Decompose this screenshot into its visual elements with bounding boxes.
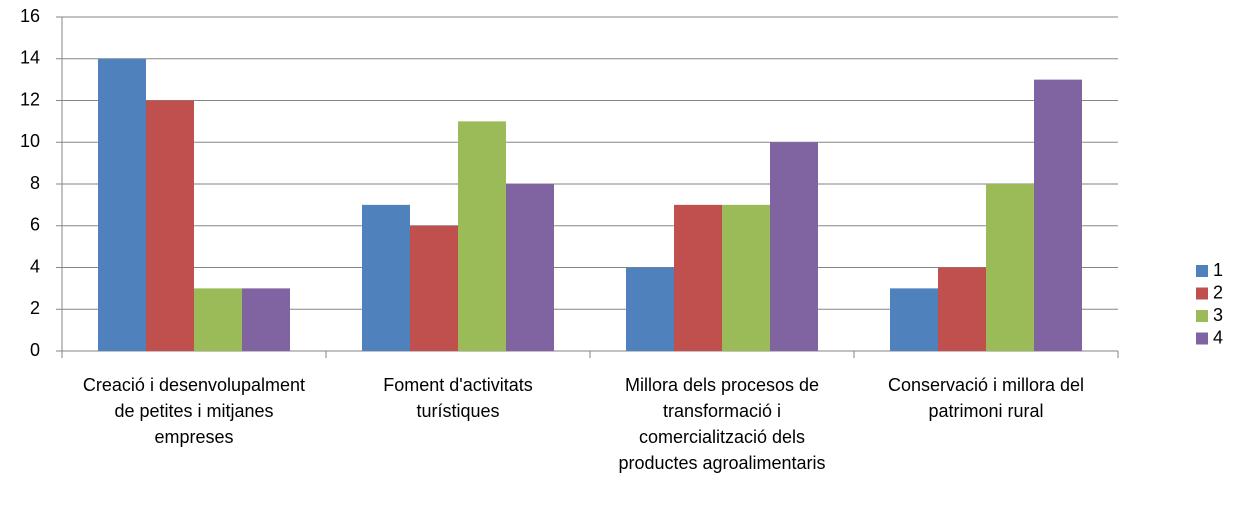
bar bbox=[410, 225, 458, 351]
bar bbox=[98, 58, 146, 351]
legend-label: 1 bbox=[1213, 260, 1223, 280]
x-tick-label: Millora dels procesos de transformació i… bbox=[618, 375, 826, 473]
legend-label: 2 bbox=[1213, 282, 1223, 302]
y-tick-label: 8 bbox=[30, 173, 40, 193]
bar bbox=[938, 267, 986, 351]
y-tick-label: 12 bbox=[20, 89, 40, 109]
y-tick-label: 14 bbox=[20, 48, 40, 68]
bar bbox=[986, 184, 1034, 351]
legend-swatch bbox=[1196, 287, 1208, 300]
bar bbox=[194, 288, 242, 351]
x-tick-label: Conservació i millora del patrimoni rura… bbox=[887, 375, 1085, 421]
y-tick-label: 6 bbox=[30, 215, 40, 235]
x-tick-label: Foment d'activitats turístiques bbox=[383, 375, 533, 421]
y-tick-label: 4 bbox=[30, 256, 40, 276]
legend-swatch bbox=[1196, 332, 1208, 345]
legend-label: 3 bbox=[1213, 305, 1223, 325]
bar bbox=[242, 288, 290, 351]
legend-label: 4 bbox=[1213, 327, 1223, 347]
legend-swatch bbox=[1196, 265, 1208, 277]
bar bbox=[674, 204, 722, 351]
bar bbox=[890, 288, 938, 351]
x-tick-label: Creació i desenvolupalment de petites i … bbox=[82, 375, 306, 447]
bar bbox=[458, 121, 506, 351]
bar bbox=[146, 100, 194, 351]
legend-swatch bbox=[1196, 310, 1208, 322]
bar bbox=[506, 184, 554, 351]
bar bbox=[626, 267, 674, 351]
bar bbox=[362, 204, 410, 351]
y-tick-label: 10 bbox=[20, 131, 40, 151]
y-tick-label: 16 bbox=[20, 6, 40, 26]
y-tick-label: 0 bbox=[30, 340, 40, 360]
bar bbox=[1034, 79, 1082, 351]
bar bbox=[770, 142, 818, 351]
bar bbox=[722, 204, 770, 351]
y-tick-label: 2 bbox=[30, 298, 40, 318]
